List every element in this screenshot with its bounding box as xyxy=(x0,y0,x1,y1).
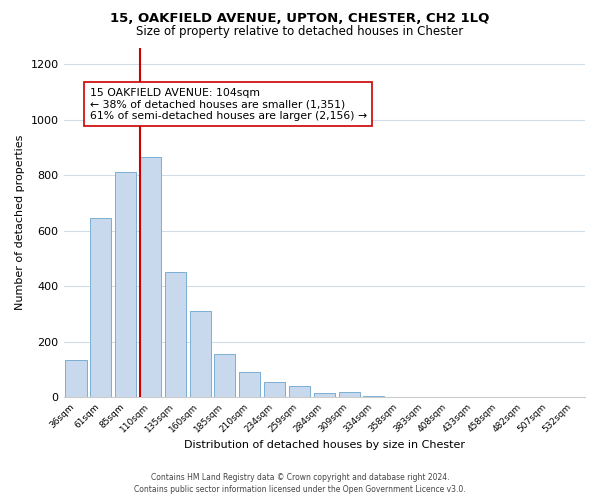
Text: 15 OAKFIELD AVENUE: 104sqm
← 38% of detached houses are smaller (1,351)
61% of s: 15 OAKFIELD AVENUE: 104sqm ← 38% of deta… xyxy=(89,88,367,121)
Bar xyxy=(413,397,434,398)
Bar xyxy=(140,157,161,398)
Text: 15, OAKFIELD AVENUE, UPTON, CHESTER, CH2 1LQ: 15, OAKFIELD AVENUE, UPTON, CHESTER, CH2… xyxy=(110,12,490,26)
X-axis label: Distribution of detached houses by size in Chester: Distribution of detached houses by size … xyxy=(184,440,465,450)
Bar xyxy=(65,360,86,398)
Bar xyxy=(165,272,186,398)
Text: Size of property relative to detached houses in Chester: Size of property relative to detached ho… xyxy=(136,25,464,38)
Y-axis label: Number of detached properties: Number of detached properties xyxy=(15,135,25,310)
Bar xyxy=(338,392,359,398)
Bar xyxy=(289,386,310,398)
Bar xyxy=(90,218,112,398)
Bar xyxy=(214,354,235,398)
Text: Contains HM Land Registry data © Crown copyright and database right 2024.
Contai: Contains HM Land Registry data © Crown c… xyxy=(134,472,466,494)
Bar xyxy=(190,312,211,398)
Bar xyxy=(364,396,385,398)
Bar xyxy=(388,396,409,398)
Bar xyxy=(314,394,335,398)
Bar xyxy=(562,397,583,398)
Bar xyxy=(115,172,136,398)
Bar xyxy=(264,382,285,398)
Bar xyxy=(239,372,260,398)
